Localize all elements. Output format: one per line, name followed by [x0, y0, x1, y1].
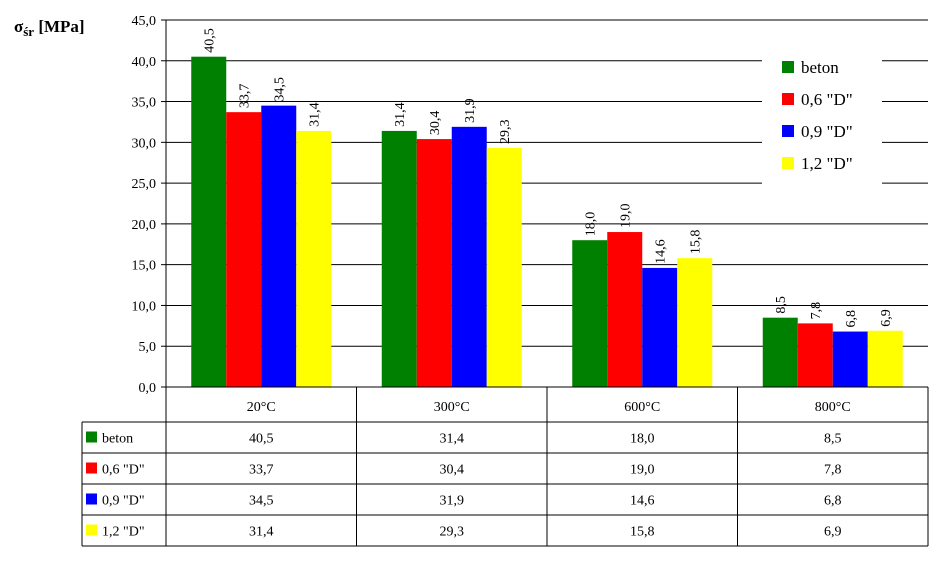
y-tick-label: 40,0	[132, 55, 157, 70]
data-label: 6,9	[879, 309, 894, 327]
x-category-label: 600°C	[624, 400, 660, 415]
data-label: 19,0	[619, 204, 634, 229]
data-label: 15,8	[689, 230, 704, 255]
table-cell: 31,4	[440, 432, 465, 447]
bar	[486, 148, 522, 387]
bar	[451, 126, 487, 388]
legend-swatch	[782, 125, 794, 137]
bar	[677, 258, 713, 387]
data-label: 31,9	[463, 98, 478, 123]
data-label: 31,4	[393, 102, 408, 127]
table-cell: 40,5	[249, 432, 274, 447]
data-label: 29,3	[498, 120, 513, 145]
table-cell: 18,0	[630, 432, 655, 447]
y-tick-label: 5,0	[139, 340, 157, 355]
data-label: 31,4	[308, 102, 323, 127]
table-legend-swatch	[86, 431, 97, 443]
table-cell: 30,4	[440, 463, 465, 478]
bar	[797, 323, 833, 387]
y-tick-label: 20,0	[132, 218, 157, 233]
bars	[191, 56, 903, 388]
y-axis-label: σśr [MPa]	[14, 17, 85, 39]
data-labels: 40,5 33,7 34,5 31,4 31,4 30,4 31,9 29,3 18,0 19,0…	[203, 28, 895, 327]
data-label: 8,5	[774, 296, 789, 314]
table-cell: 6,9	[824, 525, 842, 540]
table-cell: 6,8	[824, 494, 842, 509]
legend-swatch	[782, 61, 794, 73]
data-label: 34,5	[273, 77, 288, 102]
y-tick-label: 10,0	[132, 299, 157, 314]
bar	[416, 139, 452, 387]
data-label: 6,8	[844, 310, 859, 328]
table-cell: 29,3	[440, 525, 465, 540]
y-axis-label-main: σ	[14, 17, 24, 36]
y-tick-label: 30,0	[132, 136, 157, 151]
y-tick-label: 15,0	[132, 259, 157, 274]
bar	[381, 130, 417, 387]
table-cell: 14,6	[630, 494, 655, 509]
x-category-label: 800°C	[815, 400, 851, 415]
data-table: 20°C 300°C 600°C 800°C beton 40,5 31,4 18,0 8,5 0…	[81, 387, 929, 547]
table-cell: 15,8	[630, 525, 655, 540]
data-label: 30,4	[428, 111, 443, 136]
y-axis-label-unit: [MPa]	[34, 17, 85, 36]
data-label: 14,6	[654, 239, 669, 264]
data-label: 40,5	[203, 28, 218, 53]
legend-label: 0,9 "D"	[801, 122, 853, 141]
table-legend-swatch	[86, 493, 97, 505]
legend: beton 0,6 "D" 0,9 "D" 1,2 "D"	[782, 58, 853, 173]
bar	[607, 232, 643, 387]
y-tick-label: 45,0	[132, 14, 157, 29]
y-tick-label: 0,0	[139, 381, 157, 396]
table-cell: 19,0	[630, 463, 655, 478]
legend-label: 1,2 "D"	[801, 154, 853, 173]
bar	[226, 112, 262, 387]
table-cell: 7,8	[824, 463, 842, 478]
table-cell: 33,7	[249, 463, 274, 478]
bar	[642, 267, 678, 387]
table-cell: 31,4	[249, 525, 274, 540]
y-tick-label: 25,0	[132, 177, 157, 192]
x-category-label: 300°C	[434, 400, 470, 415]
bar	[867, 330, 903, 387]
table-legend-swatch	[86, 524, 97, 536]
table-cell: 8,5	[824, 432, 842, 447]
table-row-label: 1,2 "D"	[102, 525, 145, 540]
bar	[762, 317, 798, 387]
data-label: 33,7	[238, 84, 253, 109]
data-label: 18,0	[584, 212, 599, 237]
y-tick-label: 35,0	[132, 96, 157, 111]
table-row-label: 0,9 "D"	[102, 494, 145, 509]
table-legend-swatch	[86, 462, 97, 474]
legend-swatch	[782, 157, 794, 169]
legend-swatch	[782, 93, 794, 105]
bar	[832, 331, 868, 387]
table-row-label: 0,6 "D"	[102, 463, 145, 478]
legend-label: beton	[801, 58, 839, 77]
table-row-label: beton	[102, 432, 133, 447]
bar	[191, 56, 227, 387]
bar	[261, 105, 297, 387]
table-cell: 34,5	[249, 494, 274, 509]
x-category-label: 20°C	[247, 400, 276, 415]
bar	[572, 240, 608, 387]
y-axis-label-sub: śr	[23, 24, 34, 39]
bar	[296, 130, 332, 387]
y-axis-ticks: 0,0 5,0 10,0 15,0 20,0 25,0 30,0 35,0 40,0 45,0	[132, 14, 166, 396]
table-cell: 31,9	[440, 494, 465, 509]
legend-label: 0,6 "D"	[801, 90, 853, 109]
data-label: 7,8	[809, 302, 824, 320]
